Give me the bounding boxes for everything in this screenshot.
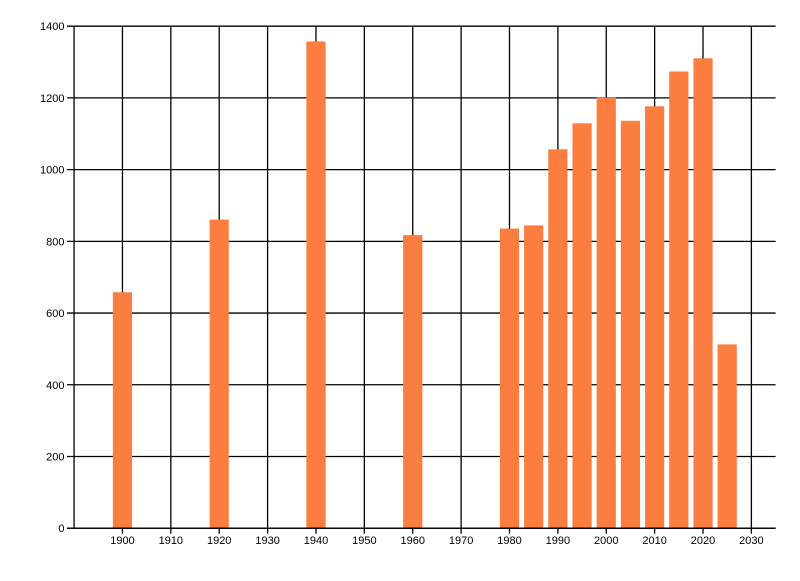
svg-text:2010: 2010 [642, 535, 666, 547]
svg-text:800: 800 [46, 236, 64, 248]
svg-text:1400: 1400 [40, 21, 64, 33]
svg-text:1000: 1000 [40, 165, 64, 177]
svg-text:1970: 1970 [449, 535, 473, 547]
svg-text:400: 400 [46, 380, 64, 392]
svg-text:1910: 1910 [159, 535, 183, 547]
svg-text:2020: 2020 [691, 535, 715, 547]
svg-text:1990: 1990 [546, 535, 570, 547]
svg-text:2030: 2030 [739, 535, 763, 547]
svg-text:1940: 1940 [304, 535, 328, 547]
svg-text:1960: 1960 [400, 535, 424, 547]
svg-text:1920: 1920 [207, 535, 231, 547]
svg-text:1950: 1950 [352, 535, 376, 547]
svg-text:0: 0 [58, 523, 64, 535]
svg-text:2000: 2000 [594, 535, 618, 547]
svg-text:200: 200 [46, 451, 64, 463]
svg-text:600: 600 [46, 308, 64, 320]
svg-text:1900: 1900 [110, 535, 134, 547]
svg-text:1930: 1930 [255, 535, 279, 547]
svg-text:1200: 1200 [40, 93, 64, 105]
svg-text:1980: 1980 [497, 535, 521, 547]
